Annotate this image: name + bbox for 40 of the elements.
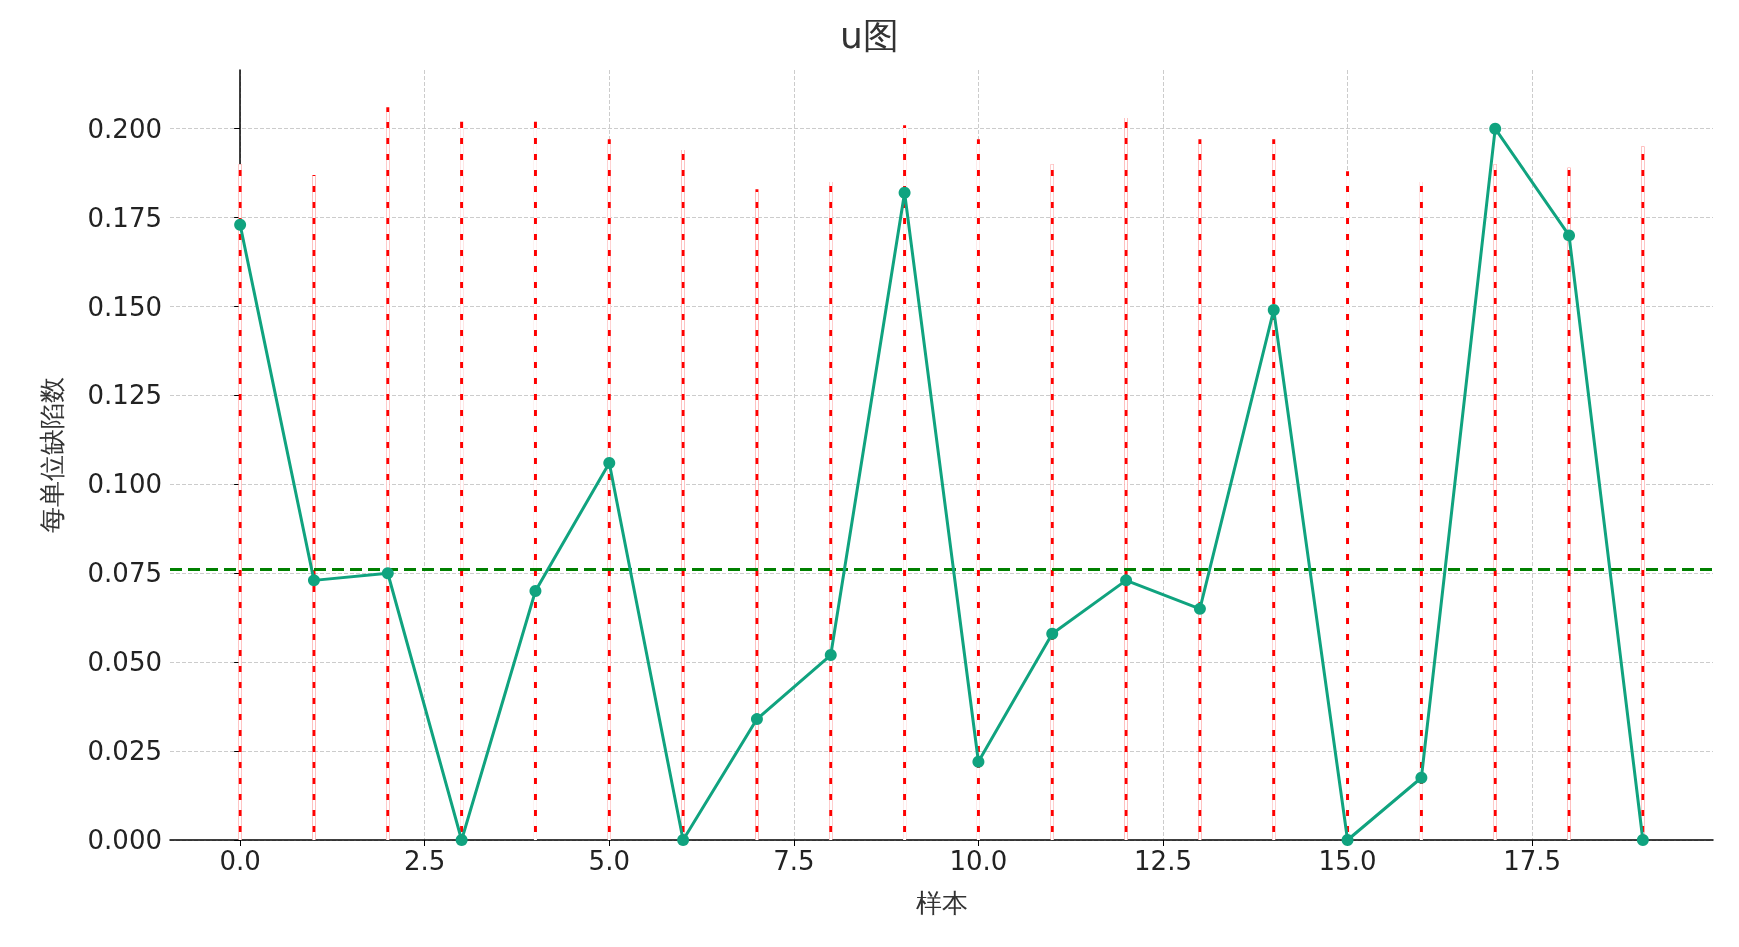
point: [234, 218, 247, 231]
y-tick-label: 0.075: [87, 558, 162, 589]
x-tick-label: 0.0: [219, 846, 261, 876]
y-tick-label: 0.125: [87, 380, 162, 411]
point: [307, 574, 320, 587]
x-tick-label: 17.5: [1503, 846, 1562, 876]
point: [972, 755, 985, 768]
x-tick-label: 10.0: [949, 846, 1008, 876]
point: [1341, 834, 1354, 846]
y-tick-label: 0.150: [87, 291, 162, 322]
x-tick-label: 7.5: [773, 846, 815, 876]
point: [898, 186, 911, 199]
point: [677, 834, 690, 846]
x-tick-label: 5.0: [588, 846, 630, 876]
point: [1415, 771, 1428, 784]
x-tick-label: 12.5: [1134, 846, 1192, 876]
point: [824, 649, 837, 662]
point: [1120, 574, 1133, 587]
y-tick-label: 0.175: [87, 202, 162, 233]
point: [381, 567, 394, 580]
point: [455, 834, 468, 846]
chart-title: u图: [840, 14, 899, 56]
y-tick-label: 0.050: [87, 647, 162, 678]
point: [1489, 122, 1502, 135]
y-tick-label: 0.100: [87, 469, 162, 500]
x-tick-label: 15.0: [1318, 846, 1377, 876]
y-axis-title: 每单位缺陷数: [37, 377, 67, 533]
point: [1193, 602, 1206, 615]
x-axis-title: 样本: [915, 888, 968, 918]
point: [1563, 229, 1576, 242]
point: [1267, 304, 1280, 317]
y-tick-label: 0.000: [87, 825, 162, 855]
point: [603, 457, 616, 469]
point: [1636, 834, 1649, 846]
y-tick-label: 0.200: [87, 113, 162, 144]
point: [1046, 627, 1059, 640]
y-tick-label: 0.025: [87, 736, 162, 767]
point: [750, 713, 763, 726]
x-tick-label: 2.5: [404, 846, 446, 876]
point: [529, 585, 542, 598]
